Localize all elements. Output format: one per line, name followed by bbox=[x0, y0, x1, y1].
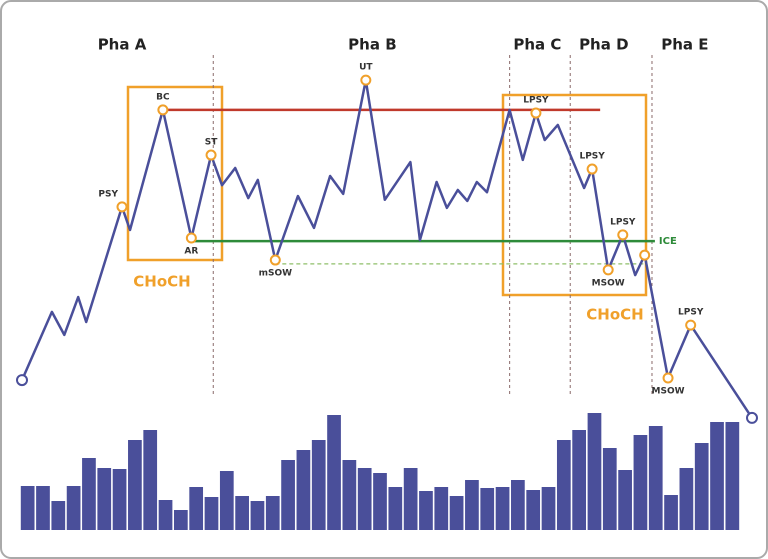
point-marker bbox=[360, 74, 372, 86]
point-marker bbox=[157, 104, 169, 116]
phase-label: Pha D bbox=[579, 36, 628, 54]
annotation: MSOW bbox=[592, 278, 625, 288]
point-marker bbox=[269, 254, 281, 266]
volume-bar bbox=[648, 426, 663, 530]
phase-label: Pha E bbox=[661, 36, 708, 54]
volume-bar bbox=[158, 500, 173, 530]
volume-bar bbox=[541, 487, 556, 530]
annotation: MSOW bbox=[652, 387, 685, 397]
volume-bar bbox=[465, 480, 479, 530]
annotation: PSY bbox=[98, 189, 118, 199]
volume-bar bbox=[434, 487, 449, 530]
volume-bar bbox=[587, 413, 602, 530]
volume-bar bbox=[633, 435, 648, 530]
volume-bar bbox=[36, 486, 50, 530]
annotation: ST bbox=[205, 138, 218, 148]
volume-bar bbox=[128, 440, 142, 530]
choch-box bbox=[501, 93, 648, 297]
volume-bar bbox=[250, 501, 265, 530]
volume-bar bbox=[311, 440, 326, 530]
volume-bar bbox=[112, 469, 127, 530]
volume-bar bbox=[219, 471, 234, 530]
volume-bar bbox=[664, 495, 678, 530]
volume-bar bbox=[143, 430, 158, 530]
level-label: ICE bbox=[659, 236, 677, 247]
volume-bar bbox=[403, 468, 418, 530]
volume-bar bbox=[173, 510, 188, 530]
volume-bar bbox=[265, 496, 280, 530]
volume-bar bbox=[602, 448, 617, 530]
volume-bar bbox=[20, 486, 35, 530]
volume-bar bbox=[725, 422, 740, 530]
annotation: LPSY bbox=[678, 308, 704, 318]
volume-bar bbox=[189, 487, 204, 530]
volume-bar bbox=[388, 487, 403, 530]
point-marker bbox=[662, 372, 674, 384]
volume-bar bbox=[82, 458, 96, 530]
annotation: LPSY bbox=[579, 152, 605, 162]
point-marker bbox=[586, 163, 598, 175]
point-marker bbox=[602, 264, 614, 276]
point-marker bbox=[685, 319, 697, 331]
volume-bar bbox=[66, 486, 81, 530]
annotation: LPSY bbox=[610, 217, 636, 227]
volume-bar bbox=[526, 490, 541, 530]
volume-bar bbox=[511, 480, 525, 530]
volume-bar bbox=[679, 468, 694, 530]
choch-label: CHoCH bbox=[586, 306, 643, 324]
annotation: mSOW bbox=[259, 269, 293, 279]
annotation: BC bbox=[156, 92, 170, 102]
end-marker bbox=[746, 411, 758, 424]
phase-label: Pha C bbox=[513, 36, 561, 54]
point-marker bbox=[639, 249, 651, 261]
volume-bar bbox=[480, 488, 495, 530]
end-marker bbox=[16, 374, 28, 387]
volume-bar bbox=[373, 473, 387, 530]
volume-bar bbox=[449, 496, 464, 530]
point-marker bbox=[530, 107, 542, 119]
volume-bar bbox=[572, 430, 587, 530]
volume-bar bbox=[342, 460, 357, 530]
volume-bar bbox=[495, 487, 510, 530]
annotation: AR bbox=[184, 247, 198, 257]
point-marker bbox=[205, 149, 217, 161]
volume-bar bbox=[327, 415, 341, 530]
phase-label: Pha A bbox=[98, 36, 147, 54]
volume-bar bbox=[204, 497, 219, 530]
volume-bar bbox=[694, 443, 709, 530]
volume-bar bbox=[710, 422, 724, 530]
volume-bar bbox=[419, 491, 433, 530]
phase-label: Pha B bbox=[348, 36, 396, 54]
volume-bar bbox=[97, 468, 112, 530]
volume-bar bbox=[235, 496, 249, 530]
annotation: LPSY bbox=[523, 96, 549, 106]
volume-bar bbox=[51, 501, 66, 530]
point-marker bbox=[185, 232, 197, 244]
volume-bar bbox=[281, 460, 295, 530]
point-marker bbox=[116, 201, 128, 213]
volume-bar bbox=[556, 440, 571, 530]
choch-box bbox=[126, 85, 224, 262]
point-marker bbox=[617, 229, 629, 241]
choch-label: CHoCH bbox=[133, 273, 190, 291]
annotation: UT bbox=[359, 63, 373, 73]
volume-bar bbox=[618, 470, 632, 530]
volume-bar bbox=[296, 450, 311, 530]
volume-bar bbox=[357, 468, 372, 530]
